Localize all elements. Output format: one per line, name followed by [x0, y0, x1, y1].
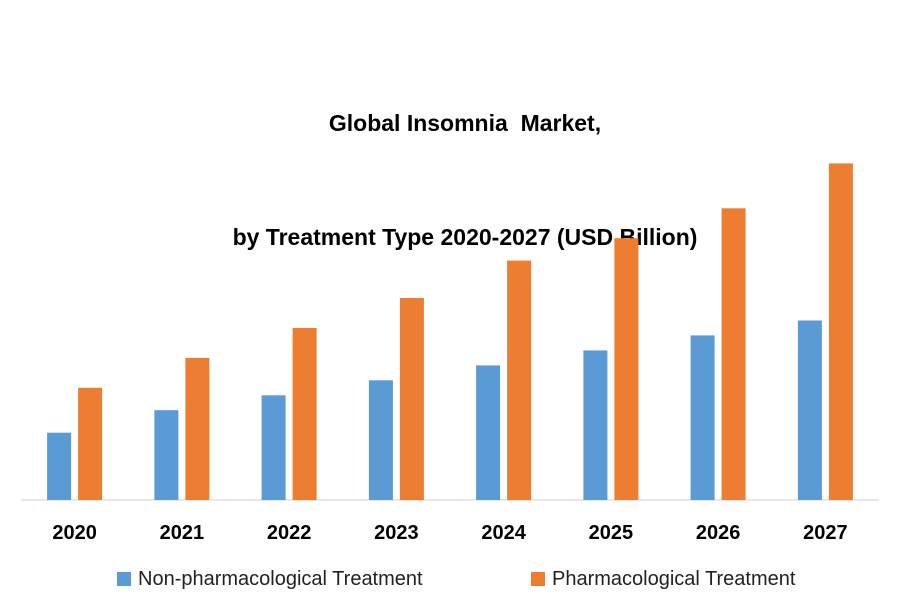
bar-pharmacological-treatment-2027 [828, 163, 853, 500]
x-tick-label-2025: 2025 [589, 522, 634, 544]
legend-item-non-pharmacological: Non-pharmacological Treatment [117, 564, 423, 594]
bar-pharmacological-treatment-2021 [185, 357, 210, 500]
x-tick-label-2026: 2026 [696, 522, 741, 544]
bar-non-pharmacological-treatment-2023 [368, 380, 393, 500]
legend-item-pharmacological: Pharmacological Treatment [531, 564, 795, 594]
bar-group [47, 163, 853, 501]
bar-non-pharmacological-treatment-2022 [261, 395, 286, 500]
bar-non-pharmacological-treatment-2026 [690, 335, 715, 500]
x-tick-label-2022: 2022 [267, 522, 312, 544]
bar-non-pharmacological-treatment-2027 [797, 320, 822, 500]
x-tick-label-2024: 2024 [481, 522, 526, 544]
legend-label-non-pharmacological: Non-pharmacological Treatment [138, 567, 423, 590]
legend-swatch-pharmacological [531, 572, 545, 586]
chart-title: Global Insomnia Market, by Treatment Typ… [0, 28, 900, 294]
bar-pharmacological-treatment-2025 [614, 238, 639, 500]
chart-title-line-1: Global Insomnia Market, [328, 110, 602, 136]
bar-non-pharmacological-treatment-2021 [154, 410, 179, 500]
x-tick-labels: 2020 2021 2022 2023 2024 2025 2026 2027 [52, 522, 847, 544]
legend: Non-pharmacological Treatment Pharmacolo… [0, 564, 900, 594]
x-tick-label-2023: 2023 [374, 522, 419, 544]
bar-pharmacological-treatment-2020 [78, 387, 103, 500]
legend-swatch-non-pharmacological [117, 572, 131, 586]
bar-pharmacological-treatment-2026 [721, 208, 746, 501]
legend-label-pharmacological: Pharmacological Treatment [552, 567, 796, 590]
bar-pharmacological-treatment-2024 [507, 260, 532, 500]
x-tick-label-2021: 2021 [160, 522, 205, 544]
chart-title-line-2: by Treatment Type 2020-2027 (USD Billion… [232, 224, 698, 250]
bar-pharmacological-treatment-2023 [399, 298, 424, 500]
bar-non-pharmacological-treatment-2020 [47, 432, 72, 500]
bar-non-pharmacological-treatment-2025 [583, 350, 608, 500]
x-tick-label-2027: 2027 [803, 522, 848, 544]
bar-chart-plot: 2020 2021 2022 2023 2024 2025 2026 2027 [21, 163, 879, 544]
x-tick-label-2020: 2020 [52, 522, 97, 544]
bar-non-pharmacological-treatment-2024 [476, 365, 501, 500]
bar-pharmacological-treatment-2022 [292, 328, 317, 500]
